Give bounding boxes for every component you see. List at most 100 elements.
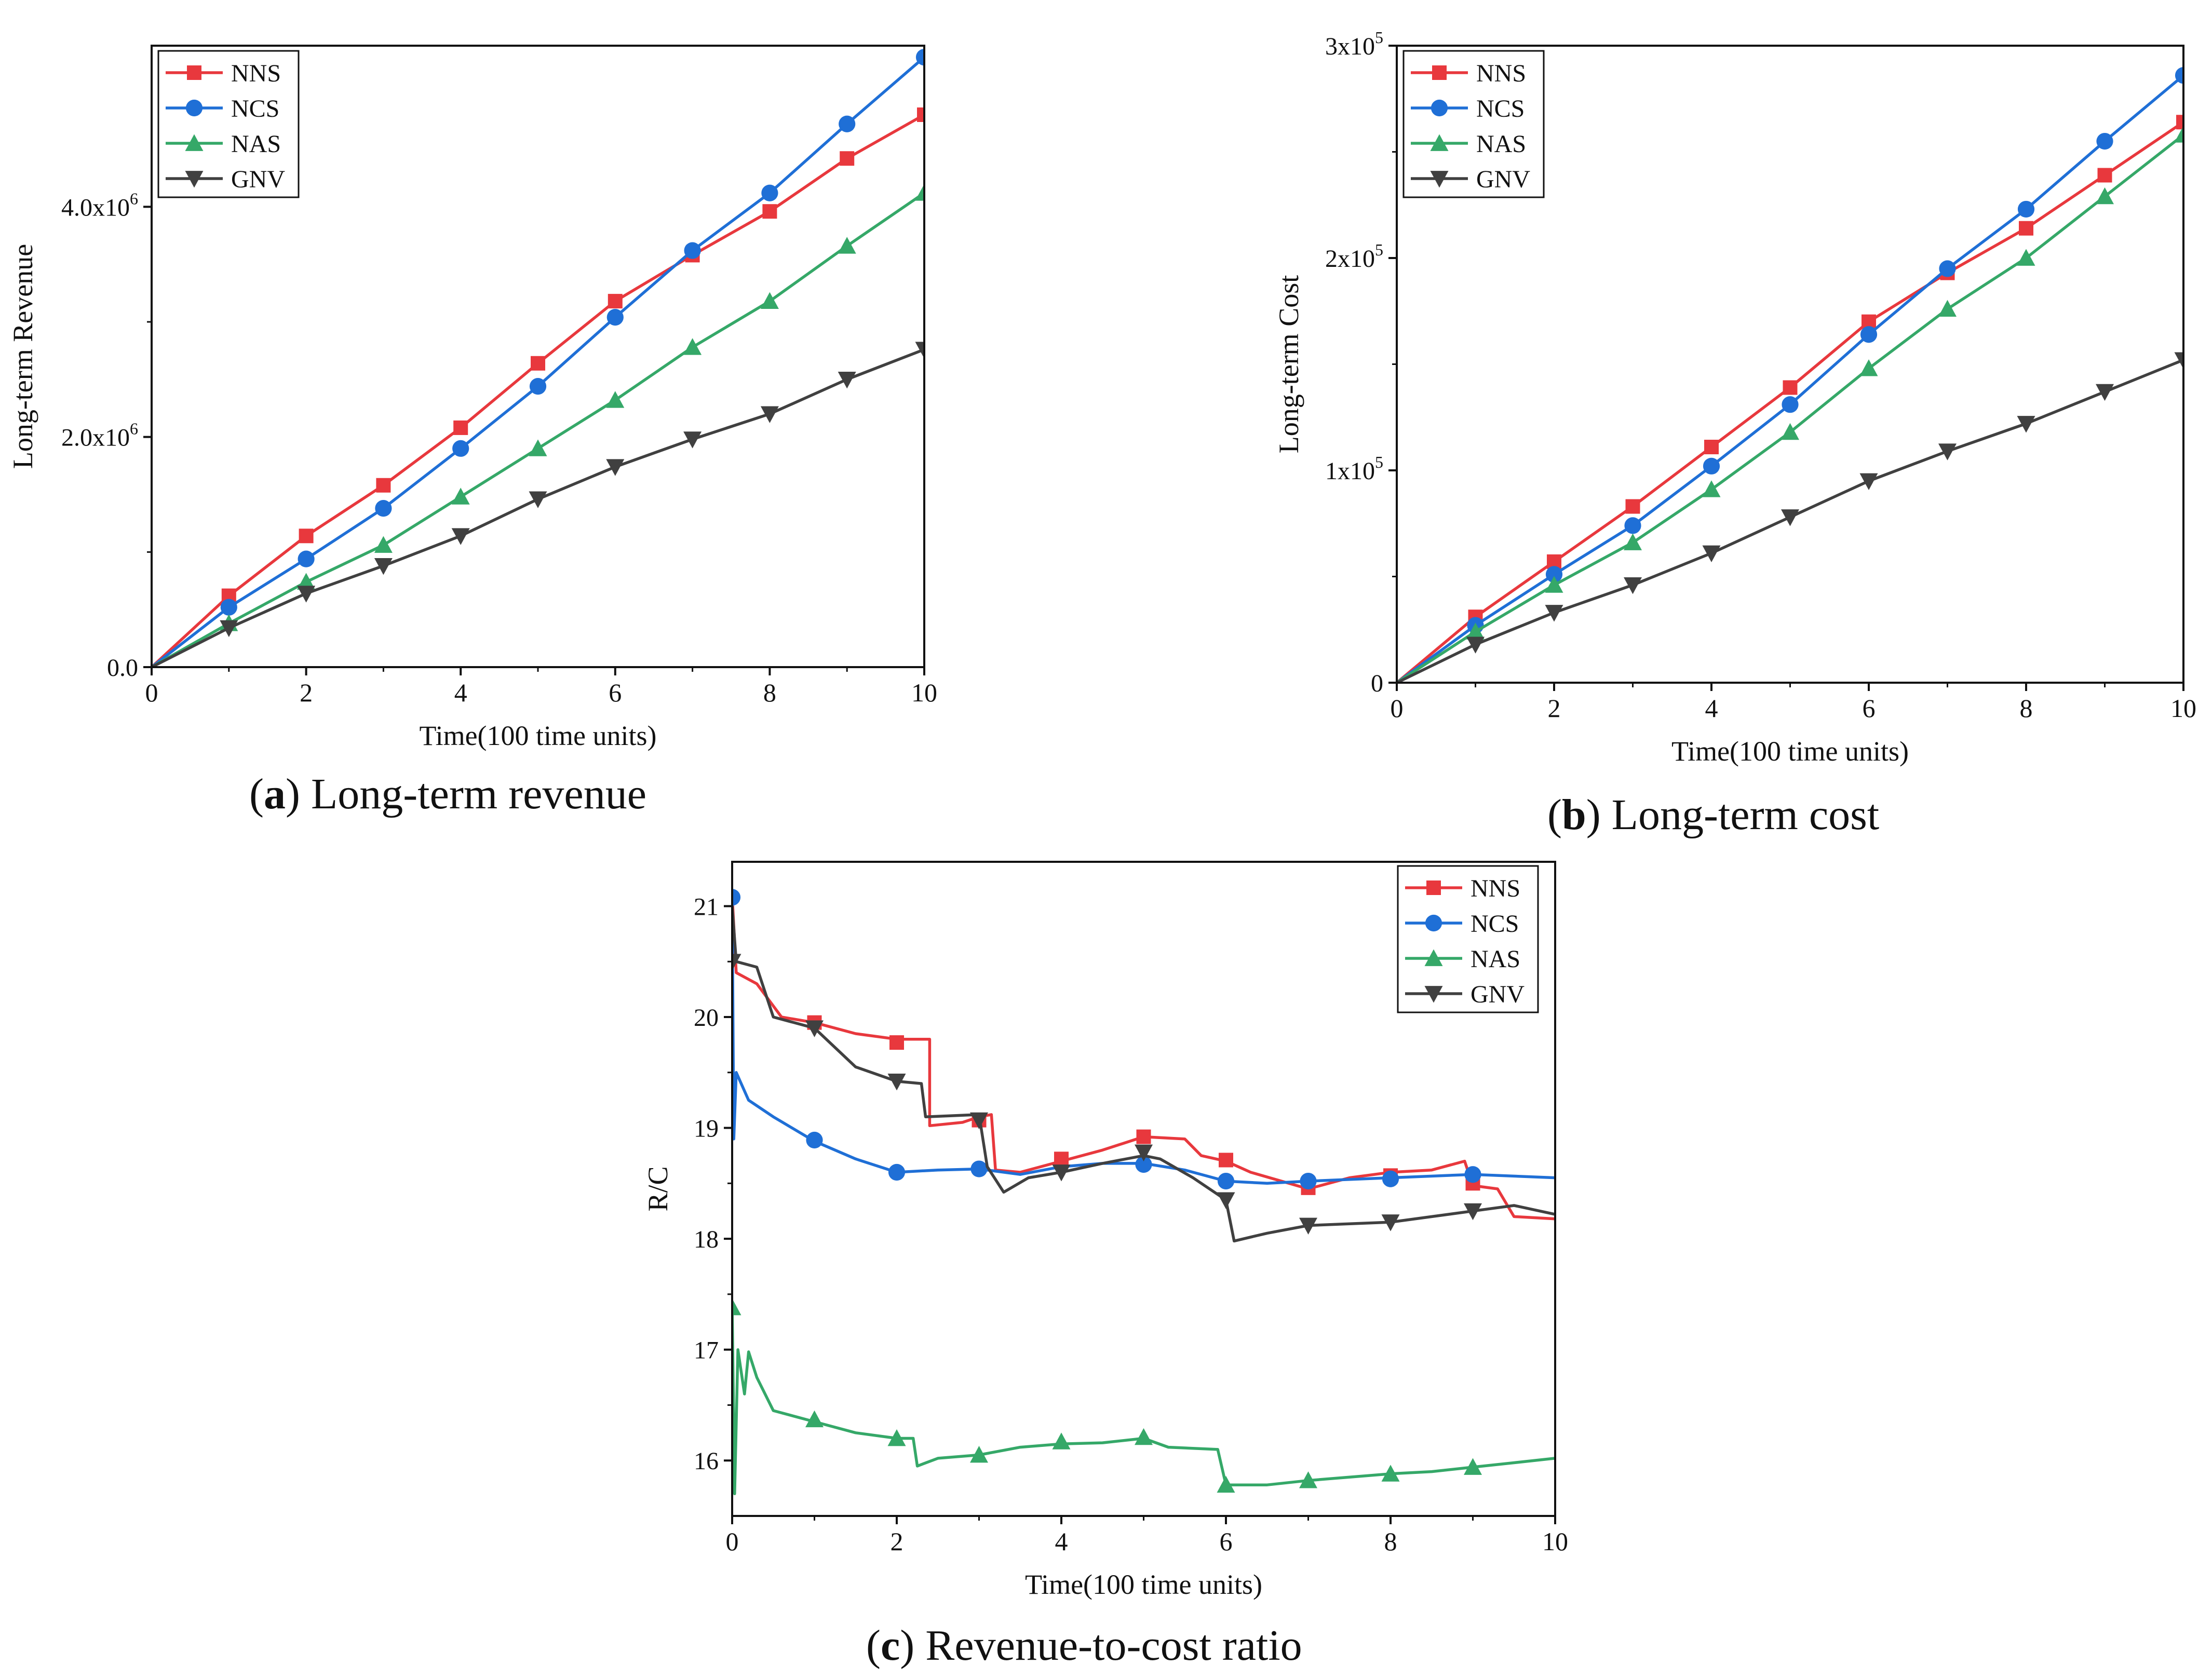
marker-b-NNS-9 <box>2176 115 2183 130</box>
marker-c-NAS-7 <box>1299 1471 1317 1488</box>
xtick-label-a-5: 10 <box>911 678 937 707</box>
xtick-label-b-1: 2 <box>1548 694 1561 723</box>
marker-a-NNS-9 <box>917 107 924 122</box>
series-line-c-NNS <box>732 895 1555 1221</box>
xtick-label-a-2: 4 <box>454 678 467 707</box>
marker-b-NAS-5 <box>1859 359 1878 376</box>
marker-c-NAS-8 <box>1381 1465 1400 1482</box>
marker-b-NCS-4 <box>1782 396 1799 413</box>
marker-b-NAS-8 <box>2096 187 2114 205</box>
marker-a-GNV-5 <box>606 459 625 476</box>
xlabel-b: Time(100 time units) <box>1671 736 1909 767</box>
ytick-label-c-3: 19 <box>694 1115 719 1143</box>
marker-b-GNV-0 <box>1466 636 1485 654</box>
legend-marker-b-NAS <box>1430 134 1449 151</box>
legend-a: NNS NCS NAS GNV <box>157 50 300 198</box>
caption-c-text: ) Revenue-to-cost ratio <box>900 1621 1302 1670</box>
xtick-label-a-0: 0 <box>145 678 158 707</box>
marker-c-GNV-5 <box>1135 1144 1153 1162</box>
marker-a-NNS-1 <box>299 529 314 544</box>
marker-a-NAS-9 <box>915 184 924 201</box>
marker-a-NCS-4 <box>529 378 547 395</box>
caption-b-open: ( <box>1547 791 1562 839</box>
marker-c-GNV-1 <box>805 1020 824 1037</box>
marker-a-NCS-5 <box>606 309 624 326</box>
legend-label-c-NNS: NNS <box>1471 875 1520 902</box>
plot-area-b <box>1397 67 2183 683</box>
marker-b-NCS-1 <box>1545 566 1563 583</box>
legend-marker-c-NNS <box>1426 880 1441 895</box>
marker-b-NCS-5 <box>1860 326 1878 343</box>
caption-c-open: ( <box>866 1621 881 1670</box>
marker-b-GNV-9 <box>2174 352 2183 369</box>
caption-b-letter: b <box>1561 791 1586 839</box>
marker-c-NAS-0 <box>732 1298 741 1316</box>
legend-label-b-NCS: NCS <box>1476 95 1525 123</box>
ylabel-c: R/C <box>642 1166 673 1211</box>
legend-marker-a-NNS <box>187 65 201 80</box>
marker-c-NNS-1 <box>889 1035 904 1050</box>
legend-marker-a-NAS <box>185 134 204 151</box>
legend-b: NNS NCS NAS GNV <box>1402 50 1545 198</box>
marker-b-NAS-7 <box>2017 249 2035 266</box>
marker-b-NCS-8 <box>2096 132 2113 150</box>
caption-a: (a) Long-term revenue <box>249 773 646 816</box>
ylabel-a: Long-term Revenue <box>7 244 38 469</box>
caption-a-letter: a <box>263 770 286 818</box>
marker-b-NNS-8 <box>2097 168 2112 183</box>
caption-b: (b) Long-term cost <box>1547 793 1879 837</box>
caption-a-open: ( <box>249 770 264 818</box>
xtick-label-c-1: 2 <box>891 1527 903 1556</box>
ytick-label-c-2: 18 <box>694 1226 719 1253</box>
marker-c-GNV-3 <box>970 1112 988 1130</box>
legend-marker-a-NCS <box>185 99 203 117</box>
marker-a-NCS-0 <box>220 599 237 616</box>
legend-label-a-NNS: NNS <box>231 60 281 87</box>
chart-c: 0 2 4 6 8 10 16 17 18 19 20 21 Time(100 time units) R… <box>642 861 1568 1600</box>
marker-b-GNV-4 <box>1781 509 1799 526</box>
xtick-label-c-3: 6 <box>1220 1527 1233 1556</box>
marker-a-NNS-2 <box>376 478 391 493</box>
marker-a-NNS-7 <box>762 204 777 219</box>
series-line-c-NAS <box>732 1305 1555 1496</box>
xlabel-c: Time(100 time units) <box>1025 1569 1262 1600</box>
ytick-label-c-4: 20 <box>694 1004 719 1032</box>
marker-c-GNV-0 <box>732 954 741 971</box>
marker-a-NAS-8 <box>838 237 856 254</box>
marker-c-NAS-5 <box>1135 1428 1153 1445</box>
ytick-label-c-5: 21 <box>694 893 719 920</box>
marker-a-GNV-1 <box>297 586 316 603</box>
marker-a-NNS-4 <box>531 356 545 371</box>
marker-b-NAS-1 <box>1545 576 1563 593</box>
chart-a: 0 2 4 6 8 10 0.0 2.0x106 4.0x106 Time(100 time un… <box>7 45 937 751</box>
marker-c-NNS-5 <box>1219 1153 1233 1168</box>
marker-c-NAS-4 <box>1052 1432 1071 1449</box>
xtick-label-a-4: 8 <box>763 678 776 707</box>
marker-a-NNS-3 <box>453 420 468 435</box>
legend-marker-b-NCS <box>1431 99 1448 117</box>
marker-a-NCS-3 <box>452 440 469 457</box>
marker-a-NAS-6 <box>683 338 702 355</box>
plot-area-c <box>732 889 1555 1496</box>
marker-c-GNV-9 <box>1464 1203 1482 1221</box>
legend-c: NNS NCS NAS GNV <box>1397 865 1539 1013</box>
marker-c-NAS-3 <box>970 1446 988 1463</box>
xtick-label-c-2: 4 <box>1055 1527 1068 1556</box>
xtick-label-a-1: 2 <box>300 678 313 707</box>
marker-a-NCS-6 <box>684 242 701 259</box>
marker-b-NNS-2 <box>1625 499 1640 514</box>
marker-b-NNS-7 <box>2019 221 2033 236</box>
marker-a-NAS-7 <box>760 292 779 309</box>
legend-box-b <box>1402 50 1545 198</box>
legend-label-b-GNV: GNV <box>1476 166 1530 193</box>
plot-area-a <box>152 49 924 667</box>
ytick-label-a-1: 2.0x106 <box>61 419 138 452</box>
marker-a-GNV-9 <box>915 342 924 359</box>
marker-b-GNV-7 <box>2017 416 2035 433</box>
marker-a-GNV-0 <box>220 620 238 638</box>
xtick-label-a-3: 6 <box>609 678 622 707</box>
marker-b-GNV-2 <box>1624 577 1642 594</box>
marker-a-NCS-8 <box>839 115 856 132</box>
marker-c-NCS-7 <box>1382 1170 1399 1187</box>
marker-b-NCS-7 <box>2017 200 2035 218</box>
